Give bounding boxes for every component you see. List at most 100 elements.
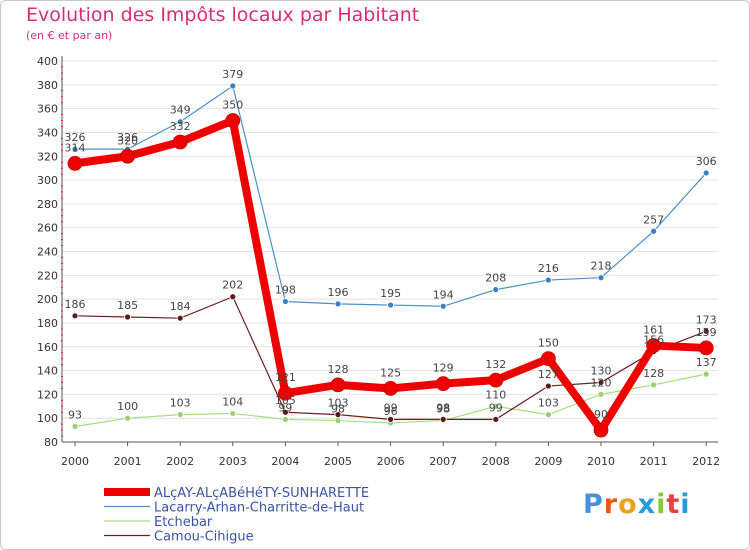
data-point-camou-cihigue <box>334 411 342 419</box>
data-label-etchebar: 96 <box>384 405 398 418</box>
data-label-etchebar: 99 <box>278 401 292 414</box>
x-tick-label: 2006 <box>377 455 405 468</box>
y-tick-label: 160 <box>37 341 58 354</box>
y-tick-label: 100 <box>37 412 58 425</box>
data-point-camou-cihigue <box>597 379 605 386</box>
y-tick-label: 320 <box>37 150 58 163</box>
data-point-etchebar <box>334 417 342 424</box>
data-label-al-ay-al-ab-h-ty-sunharette: 125 <box>380 366 401 379</box>
data-point-al-ay-al-ab-h-ty-sunharette <box>120 148 135 164</box>
data-point-al-ay-al-ab-h-ty-sunharette <box>225 113 241 128</box>
data-label-lacarry-arhan-charritte-de-haut: 349 <box>170 104 191 117</box>
logo-letter: o <box>618 489 638 520</box>
data-labels: 326 326 349 379 198 196 195 194 208 216 218 257 306 1… <box>65 68 717 422</box>
data-point-al-ay-al-ab-h-ty-sunharette <box>330 377 346 393</box>
data-label-lacarry-arhan-charritte-de-haut: 326 <box>65 131 86 144</box>
data-label-al-ay-al-ab-h-ty-sunharette: 159 <box>696 326 717 339</box>
data-point-camou-cihigue <box>702 327 710 335</box>
legend-label: ALçAY-ALçABéHéTY-SUNHARETTE <box>154 486 369 501</box>
data-point-al-ay-al-ab-h-ty-sunharette <box>488 372 504 388</box>
data-point-lacarry-arhan-charritte-de-haut <box>702 169 710 177</box>
legend-label: Camou-Cihigue <box>154 530 254 545</box>
data-label-al-ay-al-ab-h-ty-sunharette: 320 <box>117 134 138 147</box>
data-label-lacarry-arhan-charritte-de-haut: 198 <box>275 284 296 297</box>
data-point-lacarry-arhan-charritte-de-haut <box>229 82 237 90</box>
data-label-al-ay-al-ab-h-ty-sunharette: 350 <box>222 99 243 112</box>
data-point-al-ay-al-ab-h-ty-sunharette <box>435 376 451 392</box>
y-tick-label: 200 <box>37 293 58 306</box>
y-tick-label: 380 <box>37 79 58 92</box>
data-label-camou-cihigue: 185 <box>117 299 138 312</box>
data-label-lacarry-arhan-charritte-de-haut: 195 <box>380 287 401 300</box>
x-tick-label: 2009 <box>534 455 562 468</box>
data-point-etchebar <box>492 402 500 410</box>
data-label-lacarry-arhan-charritte-de-haut: 208 <box>485 272 506 285</box>
data-point-etchebar <box>702 370 710 378</box>
data-label-lacarry-arhan-charritte-de-haut: 257 <box>643 213 664 226</box>
data-point-camou-cihigue <box>229 293 237 301</box>
data-point-etchebar <box>176 411 184 419</box>
data-label-camou-cihigue: 105 <box>275 394 296 407</box>
data-label-al-ay-al-ab-h-ty-sunharette: 132 <box>485 358 506 371</box>
y-tick-label: 360 <box>37 103 58 116</box>
data-point-camou-cihigue <box>492 415 500 423</box>
y-tick-label: 260 <box>37 222 58 235</box>
y-tick-label: 220 <box>37 269 58 282</box>
data-point-etchebar <box>545 411 552 419</box>
data-label-etchebar: 103 <box>170 397 191 410</box>
y-tick-label: 300 <box>37 174 58 187</box>
logo-letter: r <box>603 489 619 520</box>
logo-letter: P <box>583 489 604 520</box>
data-point-etchebar <box>281 415 289 423</box>
legend-label: Etchebar <box>154 515 213 530</box>
data-label-etchebar: 104 <box>222 395 243 408</box>
data-point-al-ay-al-ab-h-ty-sunharette <box>277 385 293 401</box>
x-tick-label: 2011 <box>640 455 668 468</box>
data-label-etchebar: 98 <box>436 403 450 416</box>
x-tick-label: 2007 <box>429 455 457 468</box>
data-label-al-ay-al-ab-h-ty-sunharette: 150 <box>538 337 559 350</box>
data-point-camou-cihigue <box>387 415 395 423</box>
data-point-etchebar <box>229 410 237 417</box>
x-tick-label: 2012 <box>692 455 720 468</box>
data-point-lacarry-arhan-charritte-de-haut <box>334 300 342 308</box>
proxiti-logo: Proxiti <box>583 489 691 520</box>
data-label-camou-cihigue: 173 <box>696 313 717 326</box>
data-label-al-ay-al-ab-h-ty-sunharette: 129 <box>433 362 454 375</box>
data-point-al-ay-al-ab-h-ty-sunharette <box>698 340 714 356</box>
data-label-lacarry-arhan-charritte-de-haut: 194 <box>433 288 454 301</box>
data-label-camou-cihigue: 127 <box>538 368 559 381</box>
series-group <box>67 82 714 438</box>
data-point-etchebar <box>124 414 131 422</box>
data-label-camou-cihigue: 98 <box>436 401 450 414</box>
data-label-etchebar: 120 <box>591 376 612 389</box>
data-label-camou-cihigue: 156 <box>643 334 664 347</box>
data-label-camou-cihigue: 103 <box>328 397 349 410</box>
y-tick-label: 240 <box>37 246 58 259</box>
x-tick-label: 2002 <box>166 455 194 468</box>
data-point-etchebar <box>71 423 79 430</box>
data-point-etchebar <box>650 381 657 389</box>
data-label-camou-cihigue: 186 <box>65 298 86 311</box>
logo-letter: i <box>656 489 667 520</box>
data-point-camou-cihigue <box>71 312 79 320</box>
data-point-camou-cihigue <box>176 314 184 322</box>
data-point-al-ay-al-ab-h-ty-sunharette <box>593 422 609 438</box>
data-point-camou-cihigue <box>124 313 131 321</box>
data-label-lacarry-arhan-charritte-de-haut: 218 <box>591 260 612 273</box>
data-label-al-ay-al-ab-h-ty-sunharette: 161 <box>643 324 664 337</box>
data-label-etchebar: 137 <box>696 356 717 369</box>
data-label-al-ay-al-ab-h-ty-sunharette: 128 <box>328 363 349 376</box>
data-point-al-ay-al-ab-h-ty-sunharette <box>646 338 661 353</box>
data-label-etchebar: 93 <box>68 409 82 422</box>
data-label-lacarry-arhan-charritte-de-haut: 196 <box>328 286 349 299</box>
chart-title: Evolution des Impôts locaux par Habitant <box>26 4 420 26</box>
data-label-al-ay-al-ab-h-ty-sunharette: 332 <box>170 120 191 133</box>
data-point-lacarry-arhan-charritte-de-haut <box>439 302 447 310</box>
data-point-lacarry-arhan-charritte-de-haut <box>176 118 184 126</box>
y-tick-label: 340 <box>37 126 58 139</box>
y-tick-label: 120 <box>37 388 58 401</box>
y-axis-ticks: 80 100 120 140 160 180 200 220 240 260 280 300 320 34… <box>37 55 63 449</box>
legend: ALçAY-ALçABéHéTY-SUNHARETTELacarry-Arhan… <box>104 486 369 545</box>
